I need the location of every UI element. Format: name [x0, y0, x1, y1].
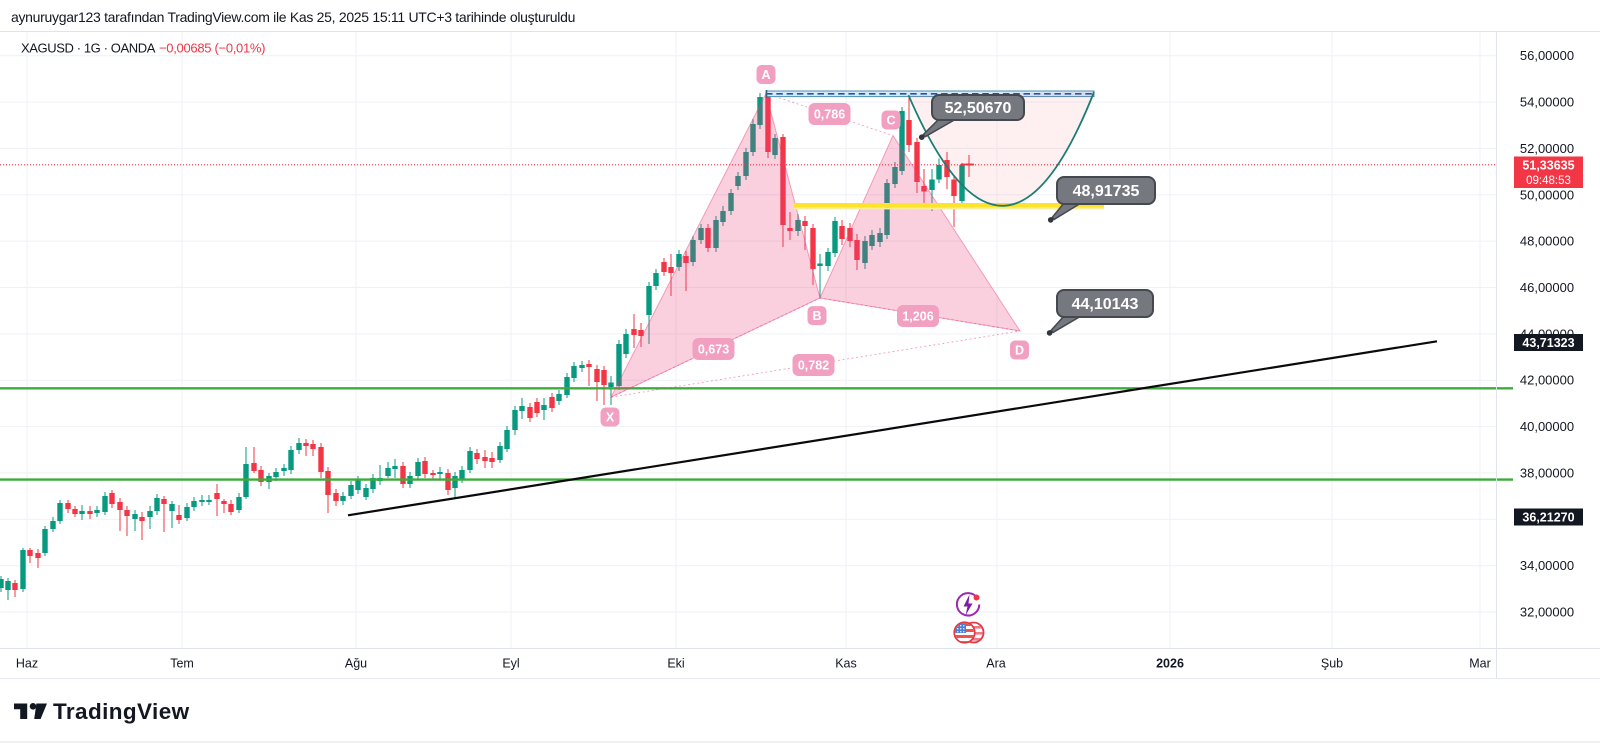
svg-text:46,00000: 46,00000	[1520, 280, 1574, 295]
svg-text:TradingView: TradingView	[53, 699, 190, 724]
svg-text:52,00000: 52,00000	[1520, 141, 1574, 156]
svg-text:43,71323: 43,71323	[1522, 336, 1574, 350]
svg-text:48,00000: 48,00000	[1520, 234, 1574, 249]
svg-text:56,00000: 56,00000	[1520, 48, 1574, 63]
svg-text:40,00000: 40,00000	[1520, 419, 1574, 434]
svg-text:0,786: 0,786	[814, 108, 845, 122]
svg-text:Şub: Şub	[1321, 657, 1343, 671]
svg-text:C: C	[886, 114, 895, 128]
svg-text:Mar: Mar	[1469, 657, 1491, 671]
svg-text:Haz: Haz	[16, 657, 38, 671]
svg-text:0,673: 0,673	[698, 343, 729, 357]
svg-text:Eyl: Eyl	[502, 657, 519, 671]
svg-text:2026: 2026	[1156, 657, 1184, 671]
svg-text:38,00000: 38,00000	[1520, 465, 1574, 480]
svg-text:52,50670: 52,50670	[945, 100, 1012, 117]
svg-text:B: B	[812, 309, 821, 323]
svg-text:Eki: Eki	[667, 657, 684, 671]
svg-text:09:48:53: 09:48:53	[1526, 175, 1571, 187]
svg-text:36,21270: 36,21270	[1522, 511, 1574, 525]
svg-text:aynuruygar123 tarafından Tradi: aynuruygar123 tarafından TradingView.com…	[11, 9, 575, 25]
svg-text:32,00000: 32,00000	[1520, 605, 1574, 620]
svg-text:Kas: Kas	[835, 657, 857, 671]
svg-text:D: D	[1015, 344, 1024, 358]
svg-text:Tem: Tem	[170, 657, 194, 671]
svg-text:A: A	[761, 68, 770, 82]
svg-text:51,33635: 51,33635	[1522, 159, 1574, 173]
svg-text:Ara: Ara	[986, 657, 1006, 671]
svg-text:42,00000: 42,00000	[1520, 373, 1574, 388]
svg-text:44,10143: 44,10143	[1072, 296, 1139, 313]
svg-text:−0,00685 (−0,01%): −0,00685 (−0,01%)	[159, 41, 265, 56]
svg-text:0,782: 0,782	[798, 359, 829, 373]
svg-text:48,91735: 48,91735	[1073, 183, 1140, 200]
svg-text:X: X	[606, 411, 615, 425]
svg-text:XAGUSD · 1G · OANDA: XAGUSD · 1G · OANDA	[21, 41, 156, 56]
svg-text:50,00000: 50,00000	[1520, 187, 1574, 202]
svg-text:54,00000: 54,00000	[1520, 95, 1574, 110]
svg-text:34,00000: 34,00000	[1520, 558, 1574, 573]
svg-text:1,206: 1,206	[902, 310, 933, 324]
svg-text:Ağu: Ağu	[345, 657, 367, 671]
